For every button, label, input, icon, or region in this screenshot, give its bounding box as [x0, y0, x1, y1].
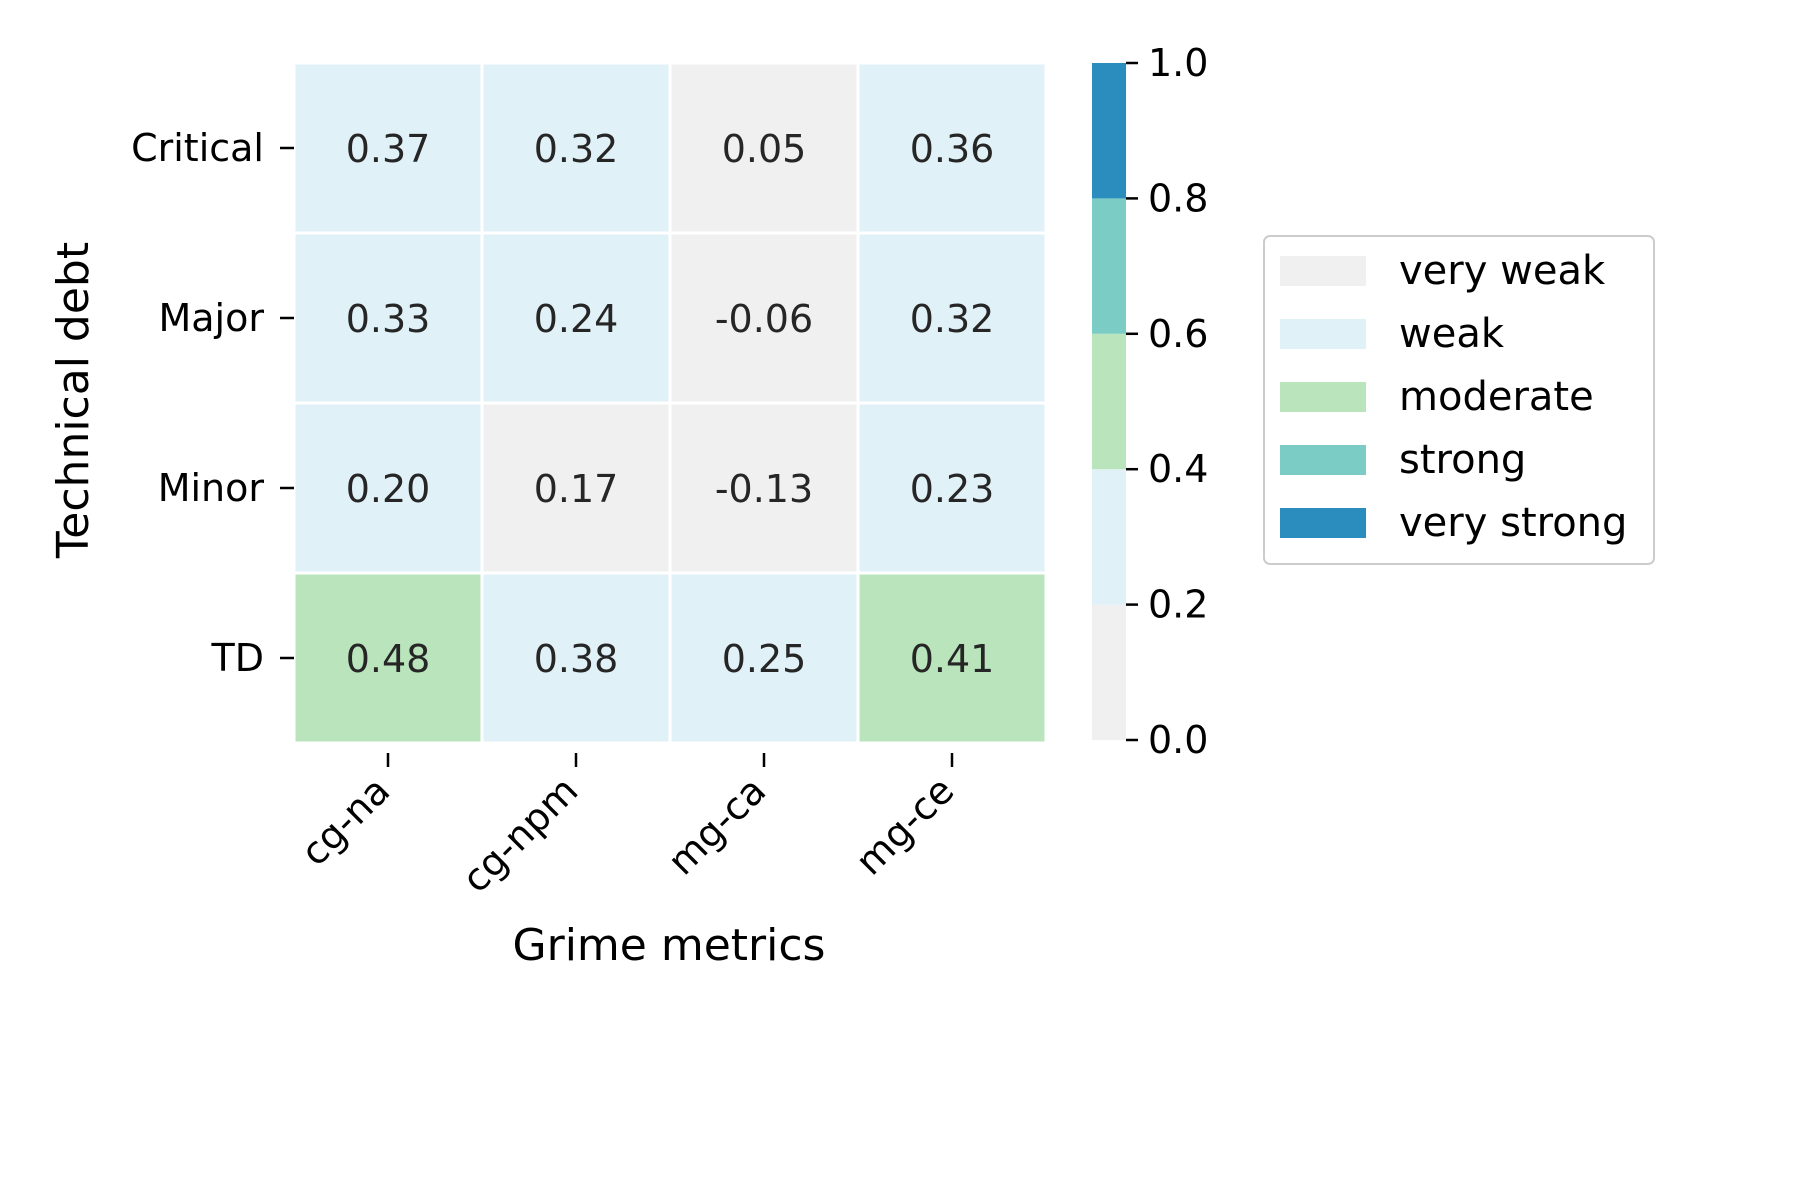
colorbar-tick-label: 0.6	[1148, 312, 1208, 356]
cell-value-label: -0.13	[715, 467, 813, 511]
heatmap-cell	[480, 231, 672, 405]
y-axis: Critical Major Minor TD	[131, 126, 294, 680]
y-tick-label: Critical	[131, 126, 264, 170]
cell-value-label: 0.32	[534, 127, 619, 171]
colorbar-tick-label: 0.2	[1148, 583, 1208, 627]
colorbar: 0.0 0.2 0.4 0.6 0.8 1.0	[1092, 41, 1208, 762]
cell-value-label: 0.33	[346, 297, 431, 341]
cell-value-label: 0.32	[910, 297, 995, 341]
colorbar-segment	[1092, 198, 1126, 334]
x-tick-label: mg-ca	[659, 768, 774, 883]
legend-swatch	[1280, 319, 1366, 349]
cell-value-label: 0.37	[346, 127, 431, 171]
cell-value-label: 0.20	[346, 467, 431, 511]
legend-swatch	[1280, 382, 1366, 412]
x-tick-label: mg-ce	[847, 768, 962, 883]
y-tick-label: Minor	[158, 466, 265, 510]
heatmap-cell	[292, 571, 484, 745]
cell-value-label: 0.41	[910, 637, 995, 681]
cell-value-label: 0.38	[534, 637, 619, 681]
colorbar-tick-label: 0.0	[1148, 718, 1208, 762]
colorbar-tick-label: 0.8	[1148, 176, 1208, 220]
heatmap-cell	[856, 231, 1048, 405]
cell-value-label: -0.06	[715, 297, 813, 341]
legend-frame	[1263, 235, 1655, 565]
cell-value-label: 0.48	[346, 637, 431, 681]
cell-value-label: 0.24	[534, 297, 619, 341]
legend-label: very strong	[1399, 500, 1627, 546]
legend-swatch	[1280, 256, 1366, 286]
legend-label: strong	[1399, 437, 1526, 483]
cell-value-label: 0.17	[534, 467, 619, 511]
heatmap-cell	[480, 571, 672, 745]
cell-value-label: 0.05	[722, 127, 807, 171]
colorbar-segment	[1092, 63, 1126, 199]
legend-label: very weak	[1399, 248, 1606, 294]
heatmap-cell	[856, 61, 1048, 235]
cell-value-label: 0.36	[910, 127, 995, 171]
x-tick-label: cg-na	[292, 768, 398, 874]
heatmap-cell-labels: 0.37 0.32 0.05 0.36 0.33 0.24 -0.06 0.32 0.20 0.1…	[346, 127, 995, 681]
heatmap-cell	[292, 61, 484, 235]
legend: very weak weak moderate strong very strong	[1263, 235, 1655, 565]
heatmap-cell	[856, 401, 1048, 575]
heatmap-cell	[480, 61, 672, 235]
heatmap-cell	[668, 61, 860, 235]
y-tick-label: Major	[158, 296, 264, 340]
legend-swatch	[1280, 445, 1366, 475]
cell-value-label: 0.25	[722, 637, 807, 681]
legend-label: weak	[1399, 311, 1505, 357]
colorbar-segment	[1092, 604, 1126, 740]
heatmap-cell	[480, 401, 672, 575]
colorbar-tick-label: 0.4	[1148, 447, 1208, 491]
x-tick-label: cg-npm	[453, 768, 586, 901]
cell-value-label: 0.23	[910, 467, 995, 511]
x-axis-label: Grime metrics	[513, 920, 826, 971]
y-tick-label: TD	[211, 636, 264, 680]
heatmap-cells	[292, 61, 1048, 745]
colorbar-segment	[1092, 333, 1126, 470]
colorbar-tick-label: 1.0	[1148, 41, 1208, 85]
colorbar-segment	[1092, 469, 1126, 605]
y-axis-label: Technical debt	[48, 242, 99, 559]
x-axis: cg-na cg-npm mg-ca mg-ce	[292, 753, 962, 901]
legend-label: moderate	[1399, 374, 1594, 420]
legend-swatch	[1280, 508, 1366, 538]
heatmap-cell	[856, 571, 1048, 745]
